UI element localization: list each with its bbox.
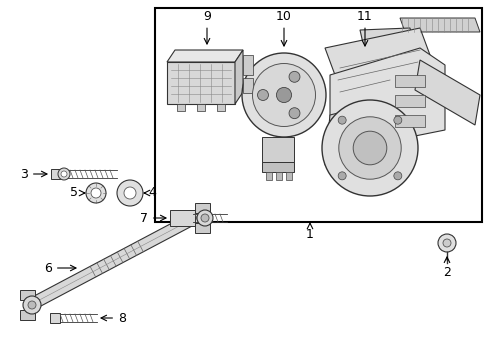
Bar bbox=[276, 172, 282, 180]
Polygon shape bbox=[262, 137, 294, 162]
Bar bbox=[395, 95, 425, 107]
Circle shape bbox=[322, 100, 418, 196]
Circle shape bbox=[197, 210, 213, 226]
Circle shape bbox=[91, 188, 101, 198]
Circle shape bbox=[201, 214, 209, 222]
Bar bbox=[197, 104, 205, 111]
Circle shape bbox=[258, 90, 269, 100]
Circle shape bbox=[242, 53, 326, 137]
Bar bbox=[243, 78, 253, 93]
Polygon shape bbox=[20, 290, 35, 300]
Text: 9: 9 bbox=[203, 9, 211, 44]
Bar bbox=[395, 115, 425, 127]
Polygon shape bbox=[330, 48, 445, 140]
Text: 10: 10 bbox=[276, 9, 292, 46]
Polygon shape bbox=[167, 62, 235, 104]
Text: 8: 8 bbox=[101, 311, 126, 324]
Text: 1: 1 bbox=[306, 223, 314, 242]
Circle shape bbox=[438, 234, 456, 252]
Bar bbox=[177, 104, 185, 111]
Text: 5: 5 bbox=[70, 186, 85, 199]
Polygon shape bbox=[400, 18, 480, 32]
Bar bbox=[243, 55, 253, 75]
Circle shape bbox=[353, 131, 387, 165]
Circle shape bbox=[276, 87, 292, 103]
Polygon shape bbox=[360, 28, 415, 52]
Polygon shape bbox=[195, 203, 210, 213]
Polygon shape bbox=[167, 50, 243, 62]
Polygon shape bbox=[262, 162, 294, 172]
Polygon shape bbox=[20, 310, 35, 320]
Bar bbox=[395, 75, 425, 87]
Polygon shape bbox=[235, 50, 243, 104]
Circle shape bbox=[61, 171, 67, 177]
Bar bbox=[170, 210, 195, 226]
Circle shape bbox=[252, 63, 316, 126]
Text: 2: 2 bbox=[443, 257, 451, 279]
Text: 4: 4 bbox=[144, 186, 156, 199]
Bar bbox=[51, 169, 60, 179]
Text: 11: 11 bbox=[357, 9, 373, 46]
Bar bbox=[155, 8, 482, 222]
Polygon shape bbox=[415, 60, 480, 125]
Circle shape bbox=[289, 108, 300, 119]
Circle shape bbox=[394, 172, 402, 180]
Circle shape bbox=[86, 183, 106, 203]
Circle shape bbox=[58, 168, 70, 180]
Polygon shape bbox=[325, 28, 430, 75]
Bar bbox=[50, 313, 60, 323]
Bar bbox=[266, 172, 272, 180]
Circle shape bbox=[124, 187, 136, 199]
Circle shape bbox=[117, 180, 143, 206]
Polygon shape bbox=[27, 210, 203, 310]
Polygon shape bbox=[325, 105, 370, 165]
Text: 6: 6 bbox=[44, 261, 76, 274]
Text: 3: 3 bbox=[20, 167, 47, 180]
Circle shape bbox=[23, 296, 41, 314]
Text: 7: 7 bbox=[140, 211, 166, 225]
Bar bbox=[217, 104, 225, 111]
Circle shape bbox=[443, 239, 451, 247]
Circle shape bbox=[394, 116, 402, 124]
Circle shape bbox=[289, 71, 300, 82]
Circle shape bbox=[338, 116, 346, 124]
Bar bbox=[286, 172, 292, 180]
Polygon shape bbox=[195, 223, 210, 233]
Circle shape bbox=[338, 172, 346, 180]
Circle shape bbox=[28, 301, 36, 309]
Circle shape bbox=[339, 117, 401, 179]
